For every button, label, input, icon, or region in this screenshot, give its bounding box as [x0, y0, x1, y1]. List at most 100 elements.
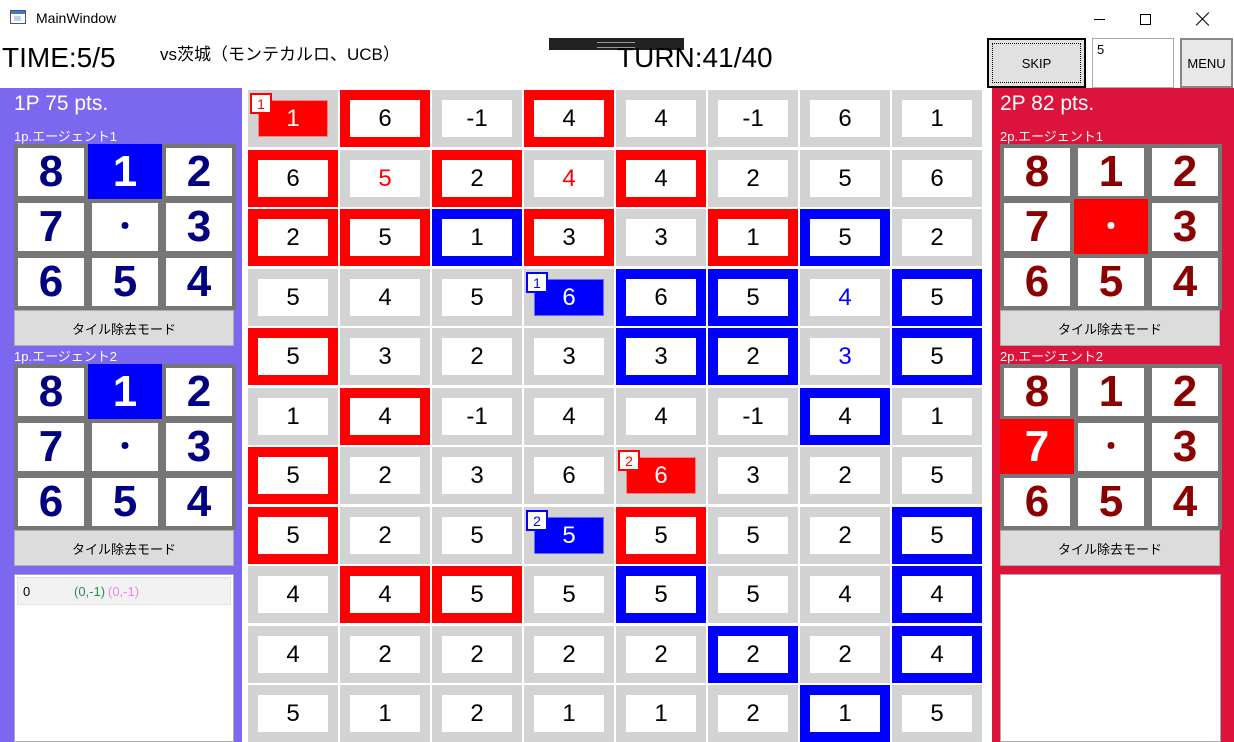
direction-button-up[interactable]: 1 — [88, 364, 162, 420]
board-cell-r5-c3[interactable]: 4 — [524, 388, 614, 445]
board-cell-r1-c5[interactable]: 2 — [708, 150, 798, 207]
p2-agent2-tile-remove-button[interactable]: タイル除去モード — [1000, 530, 1220, 566]
board-cell-r2-c7[interactable]: 2 — [892, 209, 982, 266]
board-cell-r5-c0[interactable]: 1 — [248, 388, 338, 445]
board-cell-r7-c2[interactable]: 5 — [432, 507, 522, 564]
direction-button-left[interactable]: 7 — [1000, 419, 1074, 475]
board-cell-r8-c2[interactable]: 5 — [432, 566, 522, 623]
board-cell-r8-c3[interactable]: 5 — [524, 566, 614, 623]
maximize-button[interactable] — [1122, 0, 1168, 38]
direction-button-stay[interactable]: ・ — [1074, 419, 1148, 475]
direction-button-up-left[interactable]: 8 — [14, 144, 88, 200]
board-cell-r0-c1[interactable]: 6 — [340, 90, 430, 147]
board-cell-r4-c7[interactable]: 5 — [892, 328, 982, 385]
board-cell-r3-c4[interactable]: 6 — [616, 269, 706, 326]
board-cell-r10-c6[interactable]: 1 — [800, 685, 890, 742]
log-row[interactable]: 0 (0,-1) (0,-1) — [17, 577, 231, 605]
board-cell-r2-c2[interactable]: 1 — [432, 209, 522, 266]
board-cell-r6-c5[interactable]: 3 — [708, 447, 798, 504]
board-cell-r5-c2[interactable]: -1 — [432, 388, 522, 445]
direction-button-up-left[interactable]: 8 — [1000, 144, 1074, 200]
board-cell-r3-c2[interactable]: 5 — [432, 269, 522, 326]
board-cell-r10-c3[interactable]: 1 — [524, 685, 614, 742]
board-cell-r1-c0[interactable]: 6 — [248, 150, 338, 207]
direction-button-right[interactable]: 3 — [1148, 419, 1222, 475]
board-cell-r0-c5[interactable]: -1 — [708, 90, 798, 147]
board-cell-r0-c7[interactable]: 1 — [892, 90, 982, 147]
direction-button-left[interactable]: 7 — [1000, 199, 1074, 255]
board-cell-r9-c5[interactable]: 2 — [708, 626, 798, 683]
menu-button[interactable]: MENU — [1180, 38, 1233, 88]
board-cell-r4-c6[interactable]: 3 — [800, 328, 890, 385]
p1-agent1-tile-remove-button[interactable]: タイル除去モード — [14, 310, 234, 346]
board-cell-r9-c1[interactable]: 2 — [340, 626, 430, 683]
direction-button-right[interactable]: 3 — [162, 199, 236, 255]
board-cell-r4-c5[interactable]: 2 — [708, 328, 798, 385]
p1-move-log[interactable]: 0 (0,-1) (0,-1) — [14, 574, 234, 742]
board-cell-r9-c3[interactable]: 2 — [524, 626, 614, 683]
direction-button-up-left[interactable]: 8 — [14, 364, 88, 420]
board-cell-r2-c1[interactable]: 5 — [340, 209, 430, 266]
p2-move-log[interactable] — [1000, 574, 1221, 742]
board-cell-r3-c5[interactable]: 5 — [708, 269, 798, 326]
skip-count-input[interactable]: 5 — [1092, 38, 1174, 88]
board-cell-r0-c2[interactable]: -1 — [432, 90, 522, 147]
direction-button-down-left[interactable]: 6 — [1000, 254, 1074, 310]
direction-button-stay[interactable]: ・ — [88, 199, 162, 255]
direction-button-down-right[interactable]: 4 — [1148, 474, 1222, 530]
direction-button-up-right[interactable]: 2 — [1148, 144, 1222, 200]
board-cell-r2-c4[interactable]: 3 — [616, 209, 706, 266]
board-cell-r1-c7[interactable]: 6 — [892, 150, 982, 207]
board-cell-r3-c1[interactable]: 4 — [340, 269, 430, 326]
board-cell-r9-c2[interactable]: 2 — [432, 626, 522, 683]
direction-button-right[interactable]: 3 — [162, 419, 236, 475]
board-cell-r0-c3[interactable]: 4 — [524, 90, 614, 147]
board-cell-r2-c5[interactable]: 1 — [708, 209, 798, 266]
board-cell-r5-c7[interactable]: 1 — [892, 388, 982, 445]
board-cell-r1-c2[interactable]: 2 — [432, 150, 522, 207]
board-cell-r7-c1[interactable]: 2 — [340, 507, 430, 564]
board-cell-r7-c5[interactable]: 5 — [708, 507, 798, 564]
board-cell-r8-c4[interactable]: 5 — [616, 566, 706, 623]
board-cell-r1-c1[interactable]: 5 — [340, 150, 430, 207]
direction-button-up[interactable]: 1 — [1074, 144, 1148, 200]
board-cell-r5-c6[interactable]: 4 — [800, 388, 890, 445]
board-cell-r5-c5[interactable]: -1 — [708, 388, 798, 445]
board-cell-r1-c4[interactable]: 4 — [616, 150, 706, 207]
direction-button-down-right[interactable]: 4 — [1148, 254, 1222, 310]
direction-button-down[interactable]: 5 — [88, 474, 162, 530]
skip-button[interactable]: SKIP — [987, 38, 1086, 88]
direction-button-down[interactable]: 5 — [1074, 254, 1148, 310]
board-cell-r6-c7[interactable]: 5 — [892, 447, 982, 504]
board-cell-r6-c6[interactable]: 2 — [800, 447, 890, 504]
board-cell-r8-c5[interactable]: 5 — [708, 566, 798, 623]
board-cell-r4-c1[interactable]: 3 — [340, 328, 430, 385]
direction-button-up[interactable]: 1 — [88, 144, 162, 200]
board-cell-r5-c1[interactable]: 4 — [340, 388, 430, 445]
board-cell-r1-c3[interactable]: 4 — [524, 150, 614, 207]
board-cell-r9-c7[interactable]: 4 — [892, 626, 982, 683]
board-cell-r8-c1[interactable]: 4 — [340, 566, 430, 623]
direction-button-down[interactable]: 5 — [88, 254, 162, 310]
close-button[interactable] — [1180, 0, 1226, 38]
board-cell-r4-c0[interactable]: 5 — [248, 328, 338, 385]
board-cell-r7-c6[interactable]: 2 — [800, 507, 890, 564]
direction-button-down-left[interactable]: 6 — [14, 254, 88, 310]
board-cell-r8-c7[interactable]: 4 — [892, 566, 982, 623]
board-cell-r0-c4[interactable]: 4 — [616, 90, 706, 147]
board-cell-r7-c0[interactable]: 5 — [248, 507, 338, 564]
board-cell-r6-c0[interactable]: 5 — [248, 447, 338, 504]
board-cell-r6-c2[interactable]: 3 — [432, 447, 522, 504]
board-cell-r6-c1[interactable]: 2 — [340, 447, 430, 504]
board-cell-r10-c7[interactable]: 5 — [892, 685, 982, 742]
drag-grip-handle[interactable] — [549, 38, 684, 50]
board-cell-r10-c4[interactable]: 1 — [616, 685, 706, 742]
direction-button-up-right[interactable]: 2 — [162, 144, 236, 200]
direction-button-down-left[interactable]: 6 — [14, 474, 88, 530]
board-cell-r3-c7[interactable]: 5 — [892, 269, 982, 326]
board-cell-r9-c0[interactable]: 4 — [248, 626, 338, 683]
board-cell-r4-c3[interactable]: 3 — [524, 328, 614, 385]
